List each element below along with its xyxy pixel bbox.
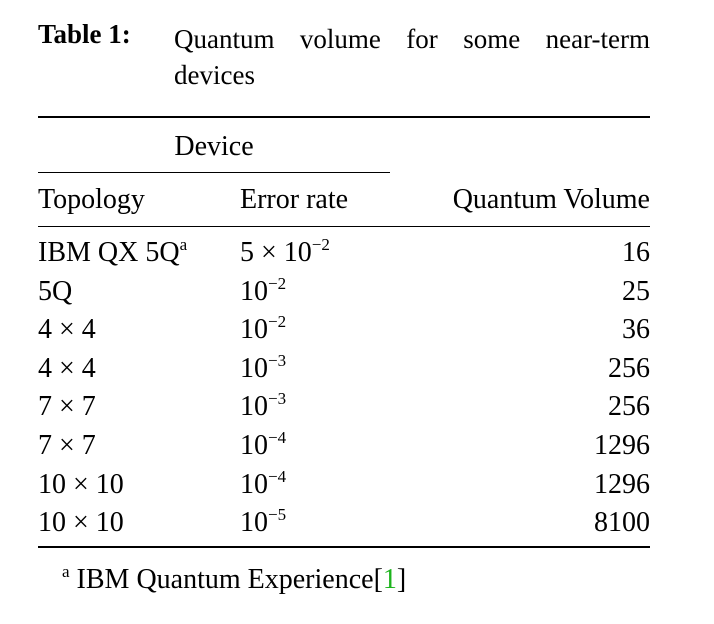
header: Topology [38,184,145,215]
cell-error-rate: 10−3 [240,352,286,384]
citation[interactable]: 1 [382,563,397,595]
cell-error-rate: 10−5 [240,506,286,539]
ref-bracket: ] [396,563,407,595]
error-exponent: −3 [268,389,287,409]
footnote-text: IBM Quantum Experience [76,563,374,595]
error-base: 10 [240,275,268,307]
cell-volume: 256 [608,352,650,384]
cell-error-rate: 5 × 10−2 [240,236,330,268]
cell-volume: 1296 [594,468,650,500]
topology: 7 × 7 [38,430,96,461]
error-base: 10 [240,391,268,423]
topology: 10 × 10 [38,468,124,500]
error-exponent: −3 [268,350,287,370]
header: Error rate [240,184,349,215]
cell-volume: 16 [622,237,650,268]
topology: 10 × 10 [38,507,124,539]
cell-topology: 10 × 10 [38,509,124,537]
cell-topology: 5Q [38,275,73,307]
error-exponent: −4 [268,466,287,486]
mid-rule [38,226,650,227]
caption-text: Quantum volume for some near-term device… [174,24,650,90]
error-base: 10 [240,468,268,500]
footnote-mark: a [62,561,70,581]
footnote: a IBM Quantum Experience[1] [62,563,407,595]
error-base: 10 [240,352,268,384]
group-header: Device [174,131,254,162]
cell-error-rate: 10−4 [240,468,286,500]
topology: 5Q [38,275,73,307]
caption-label: Table 1: [38,19,131,49]
error-exponent: −2 [268,312,287,332]
cell-error-rate: 10−3 [240,390,286,423]
cell-topology: 10 × 10 [38,468,124,500]
cell-volume: 256 [608,391,650,423]
error-exponent: −4 [268,428,287,447]
cell-error-rate: 10−4 [240,429,286,461]
error-base: 5 × 10 [240,237,312,268]
error-base: 10 [240,430,268,461]
cell-error-rate: 10−2 [240,313,286,346]
cell-volume: 8100 [594,507,650,539]
cell-topology: IBM QX 5Qa [38,236,187,268]
cell-error-rate: 10−2 [240,275,286,307]
cell-topology: 4 × 4 [38,352,96,384]
topology: 4 × 4 [38,352,96,384]
error-exponent: −5 [268,505,287,525]
cell-volume: 1296 [594,430,650,461]
error-base: 10 [240,314,268,346]
cell-topology: 7 × 7 [38,432,96,460]
topology: IBM QX 5Q [38,237,180,268]
cell-topology: 7 × 7 [38,393,96,421]
topology: 7 × 7 [38,391,96,423]
top-rule [38,116,650,118]
error-base: 10 [240,507,268,539]
caption: Table 1: [38,21,131,48]
cell-volume: 25 [622,275,650,307]
cell-topology: 4 × 4 [38,316,96,344]
topology: 4 × 4 [38,314,96,346]
cell-volume: 36 [622,314,650,346]
ref-bracket: [ [373,563,383,595]
bottom-rule [38,545,650,548]
error-exponent: −2 [268,273,287,293]
note-mark: a [179,235,188,254]
error-exponent: −2 [311,235,330,254]
group-rule [38,172,390,173]
header: Quantum Volume [452,184,650,215]
